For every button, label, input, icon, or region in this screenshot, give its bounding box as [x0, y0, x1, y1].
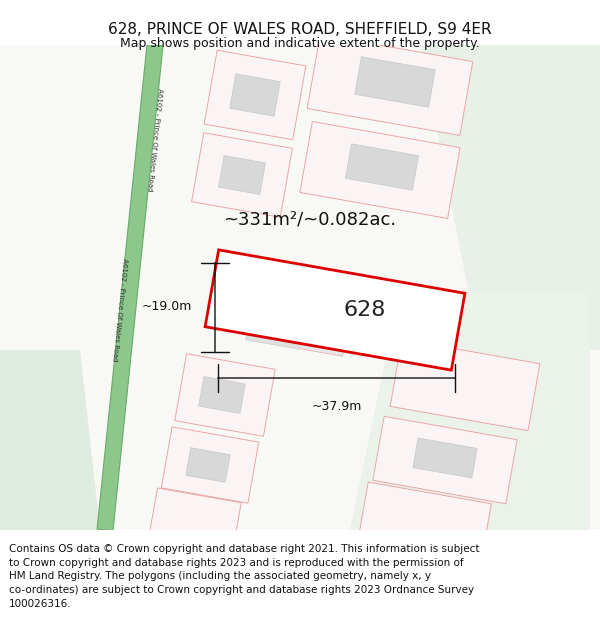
Text: 628: 628: [344, 300, 386, 320]
Text: A6102 - Prince Of Wales Road: A6102 - Prince Of Wales Road: [147, 88, 163, 192]
Polygon shape: [186, 448, 230, 482]
Polygon shape: [218, 156, 265, 194]
Polygon shape: [300, 121, 460, 219]
Polygon shape: [97, 44, 163, 531]
Polygon shape: [175, 354, 275, 436]
Text: ~37.9m: ~37.9m: [311, 400, 362, 413]
Text: ~331m²/~0.082ac.: ~331m²/~0.082ac.: [223, 211, 397, 229]
Polygon shape: [355, 57, 435, 108]
Polygon shape: [0, 350, 100, 530]
Polygon shape: [420, 45, 600, 350]
Polygon shape: [149, 488, 241, 552]
Text: HM Land Registry. The polygons (including the associated geometry, namely x, y: HM Land Registry. The polygons (includin…: [9, 571, 431, 581]
Polygon shape: [199, 377, 245, 413]
Polygon shape: [254, 264, 356, 356]
Polygon shape: [346, 144, 419, 190]
Polygon shape: [350, 290, 590, 530]
Polygon shape: [373, 416, 517, 504]
Polygon shape: [246, 281, 310, 349]
Polygon shape: [230, 74, 280, 116]
Text: ~19.0m: ~19.0m: [142, 301, 192, 314]
Polygon shape: [413, 438, 477, 478]
Text: co-ordinates) are subject to Crown copyright and database rights 2023 Ordnance S: co-ordinates) are subject to Crown copyr…: [9, 585, 474, 595]
Polygon shape: [0, 45, 600, 530]
Text: 628, PRINCE OF WALES ROAD, SHEFFIELD, S9 4ER: 628, PRINCE OF WALES ROAD, SHEFFIELD, S9…: [108, 22, 492, 37]
Text: to Crown copyright and database rights 2023 and is reproduced with the permissio: to Crown copyright and database rights 2…: [9, 558, 464, 568]
Text: 100026316.: 100026316.: [9, 599, 71, 609]
Polygon shape: [390, 339, 540, 431]
Polygon shape: [307, 34, 473, 136]
Polygon shape: [204, 50, 306, 140]
Polygon shape: [191, 132, 292, 218]
Text: Contains OS data © Crown copyright and database right 2021. This information is : Contains OS data © Crown copyright and d…: [9, 544, 479, 554]
Text: Map shows position and indicative extent of the property.: Map shows position and indicative extent…: [120, 38, 480, 51]
Text: A6102 - Prince Of Wales Road: A6102 - Prince Of Wales Road: [112, 258, 128, 362]
Polygon shape: [359, 482, 491, 558]
Polygon shape: [205, 250, 465, 370]
Polygon shape: [161, 427, 259, 503]
